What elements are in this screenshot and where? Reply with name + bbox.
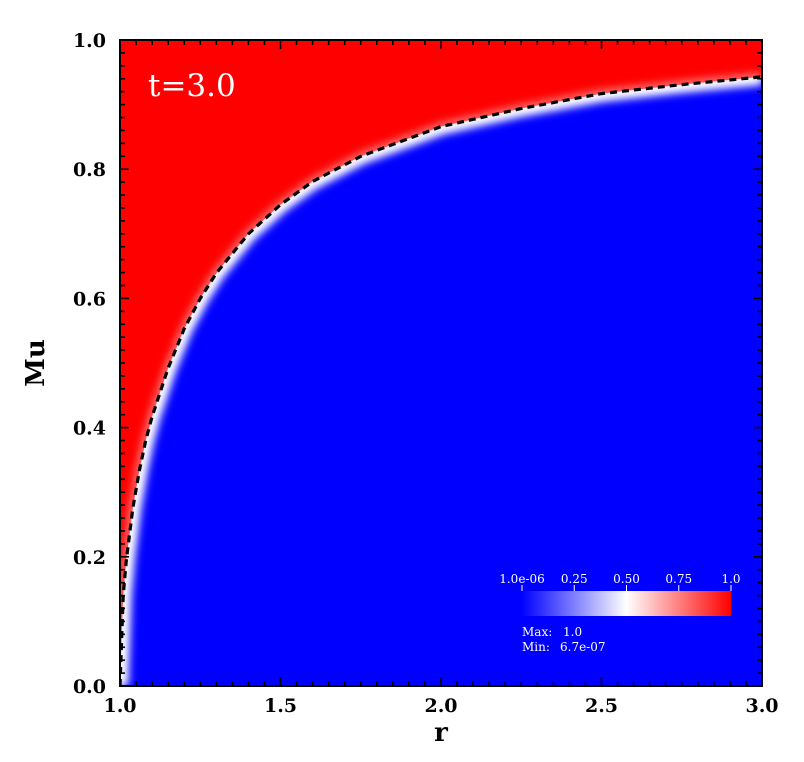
colorbar-tick-label: 0.50 xyxy=(613,572,640,586)
colorbar-min-value: 6.7e-07 xyxy=(560,640,606,654)
colorbar: 1.0e-06 0.25 0.50 0.75 1.0 Max: 1.0 Min: 6.7… xyxy=(499,572,740,654)
y-tick-label: 0.6 xyxy=(73,288,106,310)
axis-ticks xyxy=(119,39,763,687)
x-tick-label: 3.0 xyxy=(745,695,778,717)
y-tick-label: 0.2 xyxy=(73,547,106,569)
y-tick-label: 0.0 xyxy=(73,676,106,698)
colorbar-gradient xyxy=(522,591,731,616)
y-tick-label: 1.0 xyxy=(73,30,106,52)
x-tick-label: 1.5 xyxy=(264,695,297,717)
x-axis-label: r xyxy=(434,718,448,748)
time-annotation: t=3.0 xyxy=(148,68,236,104)
y-tick-label: 0.8 xyxy=(73,159,106,181)
x-tick-label: 2.5 xyxy=(585,695,618,717)
colorbar-ticks: 1.0e-06 0.25 0.50 0.75 1.0 xyxy=(499,572,741,591)
colorbar-tick-label: 0.25 xyxy=(561,572,588,586)
colorbar-tick-label: 1.0e-06 xyxy=(499,572,545,586)
colorbar-max-value: 1.0 xyxy=(563,625,582,639)
x-tick-label: 1.0 xyxy=(103,695,136,717)
y-tick-label: 0.4 xyxy=(73,418,106,440)
colorbar-tick-label: 0.75 xyxy=(665,572,692,586)
colorbar-max-label: Max: xyxy=(522,625,552,639)
colorbar-min-label: Min: xyxy=(522,640,550,654)
field-high-region xyxy=(120,40,762,686)
x-tick-labels: 1.0 1.5 2.0 2.5 3.0 xyxy=(103,695,778,717)
colorbar-tick-label: 1.0 xyxy=(721,572,740,586)
boundary-dashed-line xyxy=(120,75,762,686)
heatmap-field xyxy=(120,40,762,686)
y-tick-labels: 0.0 0.2 0.4 0.6 0.8 1.0 xyxy=(73,30,106,698)
y-axis-label: Mu xyxy=(21,339,51,387)
x-tick-label: 2.0 xyxy=(424,695,457,717)
